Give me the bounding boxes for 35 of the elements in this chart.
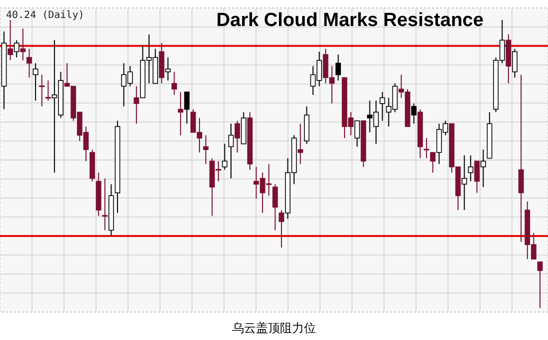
- candlestick: [411, 103, 417, 124]
- candlestick: [228, 123, 234, 179]
- candlestick: [165, 56, 171, 81]
- candlestick: [172, 71, 177, 96]
- candlestick: [203, 134, 208, 164]
- candlestick: [380, 92, 386, 122]
- candlestick: [178, 92, 184, 136]
- candlestick: [20, 28, 26, 61]
- text: 乌云盖顶阻力位: [232, 321, 316, 335]
- candlestick: [537, 261, 543, 308]
- candlestick: [44, 80, 52, 102]
- candlestick: [336, 54, 341, 81]
- candlestick: [354, 120, 360, 148]
- candlestick: [14, 40, 20, 58]
- candlestick: [38, 74, 46, 107]
- candlestick: [272, 184, 278, 231]
- chart-title: Dark Cloud Marks Resistance: [216, 10, 484, 31]
- candlestick: [480, 149, 486, 188]
- candlestick: [298, 123, 304, 164]
- candlestick: [474, 160, 480, 194]
- candlestick: [234, 120, 240, 153]
- candlestick: [101, 178, 108, 231]
- candlestick: [32, 62, 38, 102]
- candlestick: [278, 210, 284, 248]
- candlestick: [8, 20, 14, 61]
- candlestick: [518, 74, 524, 242]
- candlestick: [134, 86, 140, 124]
- candlestick: [430, 152, 436, 174]
- candlestick: [184, 92, 190, 124]
- candlestick: [26, 48, 32, 78]
- candlestick: [222, 143, 228, 170]
- chart-subtitle: 40.24 (Daily): [6, 10, 84, 21]
- candlestick: [512, 48, 518, 78]
- candlestick: [462, 154, 468, 211]
- candlestick: [468, 154, 474, 182]
